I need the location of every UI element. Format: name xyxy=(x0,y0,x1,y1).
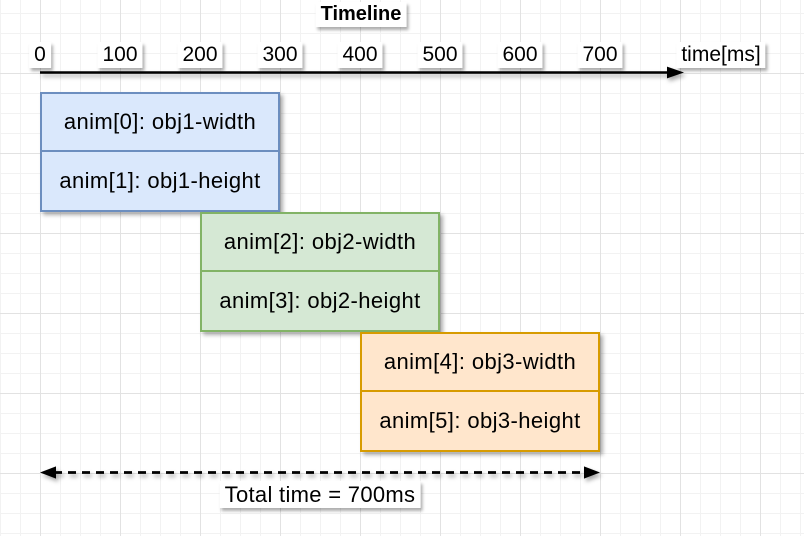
anim-group-obj3: anim[4]: obj3-width anim[5]: obj3-height xyxy=(360,332,600,452)
time-axis-arrow xyxy=(40,66,684,79)
axis-tick-0: 0 xyxy=(29,42,51,69)
anim-bar-label: anim[2]: obj2-width xyxy=(223,229,417,254)
left-arrowhead-icon xyxy=(40,466,56,479)
anim-bar-label: anim[1]: obj1-height xyxy=(59,168,261,193)
axis-tick-200: 200 xyxy=(177,42,223,69)
axis-tick-700: 700 xyxy=(577,42,623,69)
anim-bar-5: anim[5]: obj3-height xyxy=(362,392,598,450)
anim-group-obj2: anim[2]: obj2-width anim[3]: obj2-height xyxy=(200,212,440,332)
axis-tick-600: 600 xyxy=(497,42,543,69)
anim-group-obj1: anim[0]: obj1-width anim[1]: obj1-height xyxy=(40,92,280,212)
axis-tick-400: 400 xyxy=(337,42,383,69)
diagram-title: Timeline xyxy=(315,2,407,27)
anim-bar-2: anim[2]: obj2-width xyxy=(202,214,438,272)
right-arrowhead-icon xyxy=(584,466,600,479)
axis-tick-100: 100 xyxy=(97,42,143,69)
axis-tick-500: 500 xyxy=(417,42,463,69)
anim-bar-0: anim[0]: obj1-width xyxy=(42,94,278,152)
anim-bar-1: anim[1]: obj1-height xyxy=(42,152,278,210)
axis-tick-300: 300 xyxy=(257,42,303,69)
total-duration-arrow xyxy=(40,466,600,479)
anim-bar-label: anim[3]: obj2-height xyxy=(219,288,421,313)
anim-bar-label: anim[4]: obj3-width xyxy=(383,349,577,374)
anim-bar-label: anim[0]: obj1-width xyxy=(63,109,257,134)
axis-unit-label: time[ms] xyxy=(676,42,766,69)
total-time-label: Total time = 700ms xyxy=(219,481,421,509)
anim-bar-label: anim[5]: obj3-height xyxy=(379,408,581,433)
anim-bar-4: anim[4]: obj3-width xyxy=(362,334,598,392)
anim-bar-3: anim[3]: obj2-height xyxy=(202,272,438,330)
axis-arrowhead-icon xyxy=(667,66,684,79)
